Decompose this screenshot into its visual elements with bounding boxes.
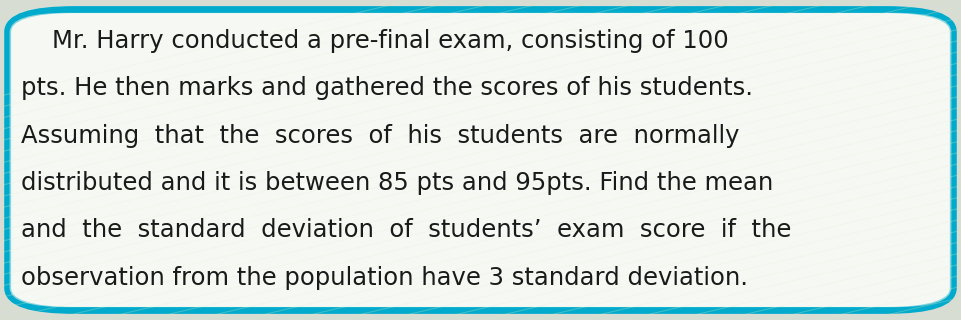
FancyBboxPatch shape [10, 13, 951, 307]
Text: Assuming  that  the  scores  of  his  students  are  normally: Assuming that the scores of his students… [21, 124, 740, 148]
Text: distributed and it is between 85 pts and 95pts. Find the mean: distributed and it is between 85 pts and… [21, 171, 774, 195]
Text: and  the  standard  deviation  of  students’  exam  score  if  the: and the standard deviation of students’ … [21, 218, 792, 242]
Text: observation from the population have 3 standard deviation.: observation from the population have 3 s… [21, 266, 749, 290]
Text: pts. He then marks and gathered the scores of his students.: pts. He then marks and gathered the scor… [21, 76, 753, 100]
Text: Mr. Harry conducted a pre-final exam, consisting of 100: Mr. Harry conducted a pre-final exam, co… [21, 29, 728, 53]
FancyBboxPatch shape [8, 10, 953, 310]
